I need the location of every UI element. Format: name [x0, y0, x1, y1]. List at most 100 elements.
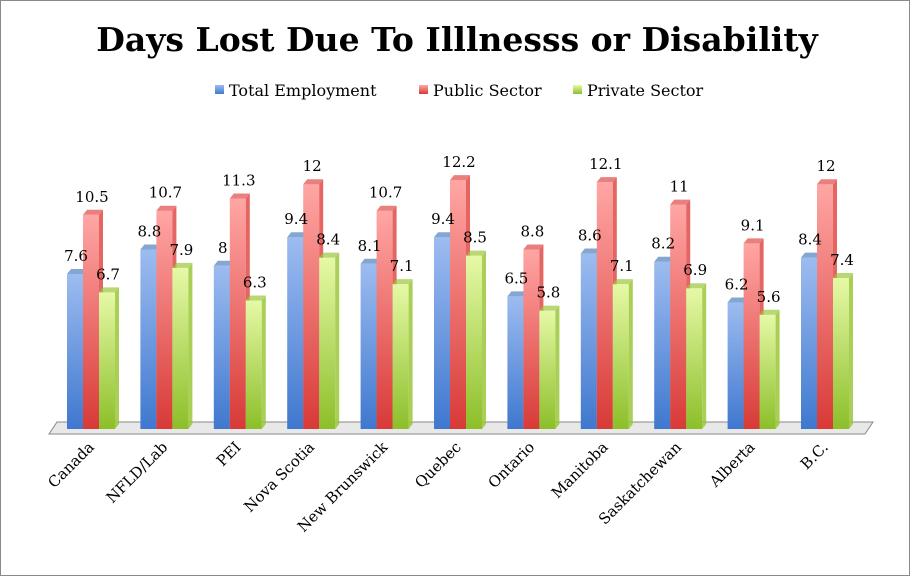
bar-side — [775, 309, 780, 429]
bar-top — [596, 177, 617, 183]
bar-front — [376, 210, 393, 429]
data-label: 5.8 — [536, 284, 560, 302]
bar — [83, 209, 103, 429]
legend-swatch-1 — [419, 85, 428, 94]
bar-front — [172, 267, 189, 429]
bar-front — [140, 249, 157, 429]
data-label: 11 — [670, 178, 689, 196]
data-label: 9.4 — [284, 210, 308, 228]
data-label: 7.1 — [390, 257, 414, 275]
data-label: 12.1 — [589, 155, 622, 173]
bar-front — [245, 300, 262, 429]
bar-top — [319, 252, 340, 258]
bar-front — [360, 263, 377, 429]
bar-front — [523, 249, 540, 429]
bar-front — [287, 237, 304, 429]
data-label: 7.6 — [64, 247, 88, 265]
bar-front — [99, 292, 115, 429]
data-label: 8.5 — [463, 229, 487, 247]
data-label: 5.6 — [757, 288, 781, 306]
bar-top — [580, 248, 601, 254]
bar-top — [507, 291, 528, 297]
bar-front — [580, 253, 597, 429]
data-label: 10.7 — [149, 184, 182, 202]
bar-top — [360, 258, 381, 264]
data-label: 6.3 — [243, 273, 267, 291]
bar-front — [507, 296, 524, 429]
bar-top — [213, 260, 234, 266]
data-label: 7.1 — [610, 257, 634, 275]
data-label: 6.2 — [725, 276, 749, 294]
bar-top — [83, 209, 103, 215]
bar-top — [392, 279, 413, 285]
bar — [172, 262, 193, 429]
bar-front — [539, 310, 556, 429]
bar-front — [156, 210, 173, 429]
bar-front — [67, 273, 83, 429]
bar-top — [727, 297, 748, 303]
x-tick-label: Manitoba — [548, 438, 612, 502]
bar-front — [434, 237, 450, 429]
bar-top — [686, 283, 707, 289]
data-label: 11.3 — [222, 171, 255, 189]
bar-side — [408, 279, 413, 429]
bar-top — [670, 199, 691, 205]
data-label: 8.8 — [520, 222, 544, 240]
bar-top — [654, 256, 675, 262]
data-label: 6.9 — [683, 261, 707, 279]
x-tick-label: Canada — [44, 438, 97, 491]
data-label: 8.6 — [578, 227, 602, 245]
bar-front — [801, 257, 817, 429]
bar-side — [628, 279, 633, 429]
bar-front — [817, 184, 833, 429]
bar-top — [376, 205, 397, 211]
bar-side — [335, 252, 340, 429]
bar-front — [450, 180, 466, 429]
legend: Total Employment Public Sector Private Sec… — [215, 81, 704, 100]
bar-front — [392, 284, 409, 429]
data-label: 9.4 — [431, 210, 455, 228]
bar-top — [245, 295, 266, 301]
data-label: 8 — [218, 239, 228, 257]
bar-front — [833, 278, 849, 429]
bar-top — [229, 193, 250, 199]
bar-side — [555, 305, 560, 429]
bar-side — [261, 295, 266, 429]
data-label: 7.4 — [830, 251, 854, 269]
data-label: 8.4 — [798, 231, 822, 249]
data-label: 8.1 — [358, 237, 382, 255]
legend-label: Total Employment — [229, 81, 377, 100]
bar-front — [213, 265, 230, 429]
bar — [686, 283, 707, 429]
data-label: 7.9 — [169, 241, 193, 259]
bar-side — [482, 250, 486, 429]
bar — [466, 250, 486, 429]
data-label: 10.7 — [369, 184, 402, 202]
data-label: 12.2 — [442, 153, 475, 171]
bar-top — [156, 205, 177, 211]
bar-front — [743, 243, 760, 429]
data-label: 12 — [303, 157, 322, 175]
data-label: 8.4 — [316, 231, 340, 249]
bar-top — [172, 262, 193, 268]
bar-top — [67, 268, 87, 274]
bar — [539, 305, 560, 429]
x-tick-label: PEI — [213, 438, 245, 470]
data-label: 6.7 — [96, 265, 120, 283]
bar-front — [303, 184, 320, 429]
bar-top — [303, 179, 324, 185]
bar-top — [743, 238, 764, 244]
bar-front — [670, 204, 687, 429]
bar-top — [801, 252, 821, 258]
bar-top — [140, 244, 161, 250]
bar — [759, 309, 780, 429]
bar-front — [612, 284, 629, 429]
bar-top — [434, 232, 454, 238]
data-label: 8.8 — [137, 222, 161, 240]
bar-top — [287, 232, 308, 238]
data-label: 9.1 — [741, 216, 765, 234]
legend-swatch-0 — [215, 85, 224, 94]
bar — [392, 279, 413, 429]
